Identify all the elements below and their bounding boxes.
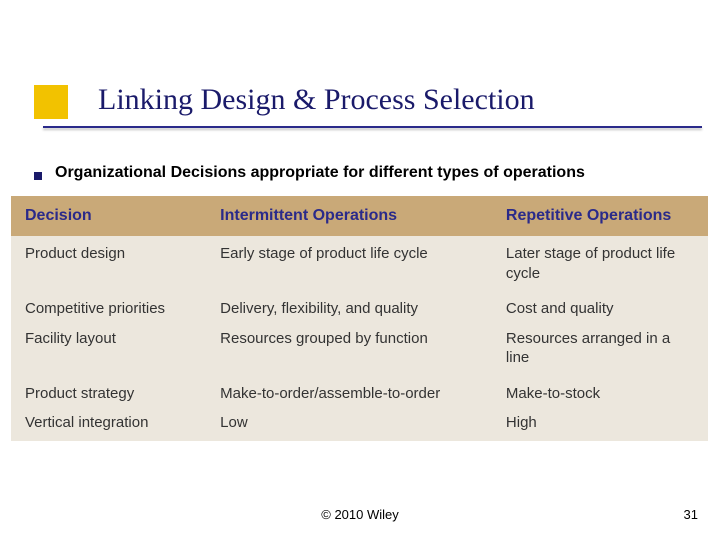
footer-copyright: © 2010 Wiley: [0, 507, 720, 522]
title-underline: [43, 126, 702, 128]
footer-page-number: 31: [684, 507, 698, 522]
table-header-row: Decision Intermittent Operations Repetit…: [11, 196, 708, 236]
table-cell: Competitive priorities: [11, 291, 206, 327]
table-cell: Vertical integration: [11, 411, 206, 441]
table-header-cell: Decision: [11, 196, 206, 236]
slide-subtitle: Organizational Decisions appropriate for…: [55, 164, 585, 182]
table-row: Vertical integration Low High: [11, 411, 708, 441]
table-cell: Later stage of product life cycle: [492, 236, 708, 291]
table-cell: Delivery, flexibility, and quality: [206, 291, 492, 327]
table-cell: Cost and quality: [492, 291, 708, 327]
table-cell: Resources grouped by function: [206, 327, 492, 376]
decisions-table-container: Decision Intermittent Operations Repetit…: [11, 196, 708, 441]
table-header-cell: Repetitive Operations: [492, 196, 708, 236]
table-cell: Make-to-order/assemble-to-order: [206, 376, 492, 412]
table-cell: Product strategy: [11, 376, 206, 412]
decisions-table: Decision Intermittent Operations Repetit…: [11, 196, 708, 441]
title-accent-square: [34, 85, 68, 119]
bullet-icon: [34, 172, 42, 180]
table-row: Product design Early stage of product li…: [11, 236, 708, 291]
table-row: Facility layout Resources grouped by fun…: [11, 327, 708, 376]
slide-title: Linking Design & Process Selection: [98, 83, 535, 117]
table-cell: Low: [206, 411, 492, 441]
table-row: Product strategy Make-to-order/assemble-…: [11, 376, 708, 412]
table-cell: Early stage of product life cycle: [206, 236, 492, 291]
table-cell: High: [492, 411, 708, 441]
table-cell: Make-to-stock: [492, 376, 708, 412]
table-cell: Resources arranged in a line: [492, 327, 708, 376]
table-cell: Product design: [11, 236, 206, 291]
table-row: Competitive priorities Delivery, flexibi…: [11, 291, 708, 327]
table-header-cell: Intermittent Operations: [206, 196, 492, 236]
table-cell: Facility layout: [11, 327, 206, 376]
